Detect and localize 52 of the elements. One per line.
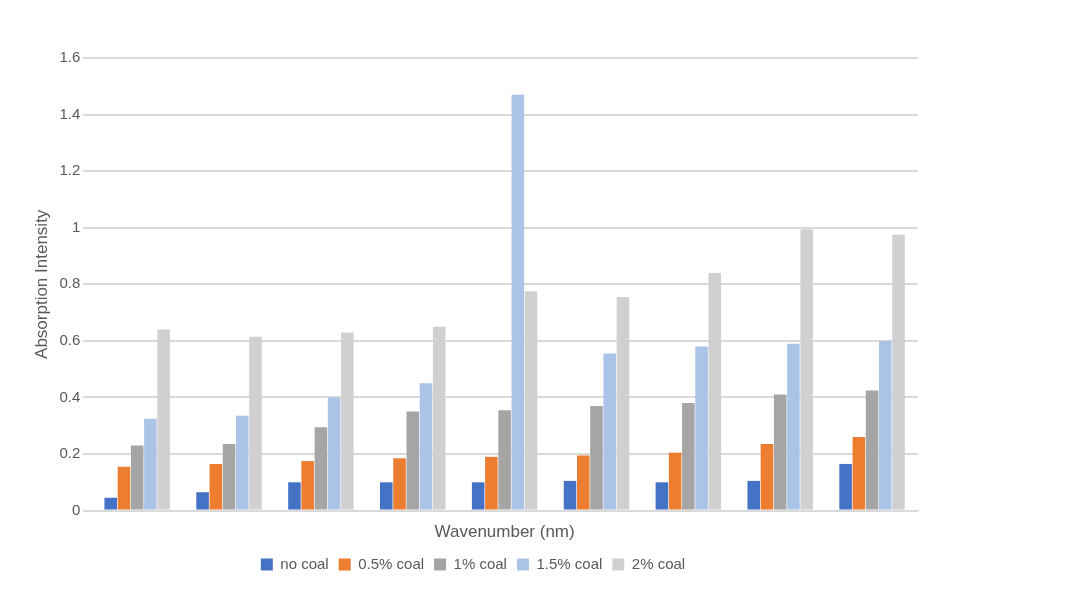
- bar: [695, 346, 708, 510]
- bar: [603, 353, 616, 510]
- legend-label: 1.5% coal: [536, 554, 603, 572]
- y-tick-label: 0.6: [59, 331, 81, 349]
- bar: [576, 455, 590, 510]
- bar: [498, 410, 511, 510]
- bar: [668, 452, 682, 510]
- bar: [130, 445, 144, 510]
- bar: [839, 463, 852, 510]
- y-tick-label: 0.4: [59, 387, 81, 405]
- y-tick-label: 0.8: [59, 274, 81, 292]
- bar: [222, 444, 236, 510]
- legend-label: 2% coal: [631, 554, 686, 572]
- bar: [380, 482, 393, 510]
- bar: [485, 456, 498, 510]
- bar: [865, 390, 879, 510]
- bar: [327, 397, 341, 510]
- y-tick-label: 0.2: [59, 444, 81, 462]
- bar: [563, 480, 577, 510]
- bar: [314, 427, 328, 510]
- bar: [406, 411, 420, 510]
- bar: [393, 458, 406, 510]
- legend-label: no coal: [280, 554, 329, 572]
- bar: [104, 497, 118, 510]
- bar: [288, 482, 301, 510]
- bar: [471, 482, 485, 510]
- y-tick-label: 1: [71, 217, 81, 235]
- y-tick-label: 1.4: [59, 104, 81, 122]
- bar: [301, 461, 314, 510]
- bar: [144, 418, 157, 510]
- bar: [879, 340, 892, 510]
- legend-label: 0.5% coal: [358, 554, 425, 572]
- bar: [655, 482, 669, 510]
- bar: [852, 437, 866, 510]
- bar: [760, 444, 774, 510]
- bar: [419, 383, 433, 510]
- bar: [511, 94, 525, 510]
- y-axis-title: Absorption Intensity: [31, 209, 51, 359]
- x-axis-title: Wavenumber (nm): [434, 522, 575, 542]
- bar: [682, 403, 695, 510]
- y-tick-label: 1.6: [59, 48, 81, 66]
- bar: [209, 463, 223, 510]
- bar: [590, 405, 603, 510]
- bar: [773, 394, 787, 510]
- bar: [787, 343, 800, 510]
- y-tick-label: 0: [71, 500, 81, 518]
- y-tick-label: 1.2: [59, 161, 81, 179]
- bar: [747, 480, 761, 510]
- bar: [235, 415, 249, 510]
- bar: [196, 492, 209, 510]
- bar: [117, 466, 131, 510]
- legend-label: 1% coal: [453, 554, 507, 572]
